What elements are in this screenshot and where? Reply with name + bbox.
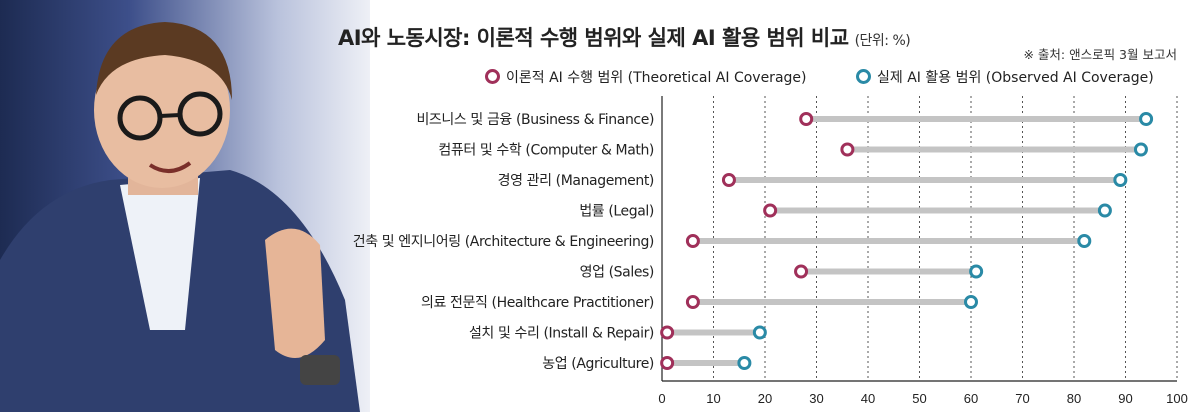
category-label: 경영 관리 (Management) <box>498 173 654 189</box>
unit-label: (단위: %) <box>854 33 911 49</box>
observed-point <box>737 356 752 370</box>
category-label: 영업 (Sales) <box>580 265 654 281</box>
chart-title: AI와 노동시장: 이론적 수행 범위와 실제 AI 활용 범위 비교 (단위: … <box>338 22 1198 52</box>
observed-point <box>1113 173 1128 187</box>
theoretical-point <box>840 142 855 157</box>
x-tick-label: 30 <box>809 391 823 406</box>
category-label: 의료 전문직 (Healthcare Practitioner) <box>421 295 654 311</box>
legend-observed: 실제 AI 활용 범위 (Observed AI Coverage) <box>856 67 1154 87</box>
observed-point <box>1097 203 1112 218</box>
observed-point <box>964 295 978 309</box>
legend-theoretical: 이론적 AI 수행 범위 (Theoretical AI Coverage) <box>485 67 806 87</box>
observed-point <box>752 325 767 340</box>
theoretical-point <box>763 203 778 218</box>
theoretical-point <box>685 295 700 309</box>
x-tick-label: 10 <box>706 391 720 406</box>
x-tick-label: 70 <box>1015 391 1029 406</box>
observed-point <box>1077 234 1092 248</box>
category-label: 농업 (Agriculture) <box>542 356 654 372</box>
observed-point <box>1133 142 1148 157</box>
theoretical-marker-icon <box>485 69 500 84</box>
x-tick-label: 60 <box>964 391 978 406</box>
category-label: 법률 (Legal) <box>579 204 654 220</box>
x-tick-label: 50 <box>912 391 926 406</box>
x-tick-label: 0 <box>658 391 665 406</box>
x-tick-label: 40 <box>861 391 875 406</box>
speaker-photo <box>0 0 370 412</box>
category-label: 설치 및 수리 (Install & Repair) <box>469 326 654 342</box>
observed-point <box>969 264 984 279</box>
theoretical-point <box>721 173 736 187</box>
legend-observed-label: 실제 AI 활용 범위 (Observed AI Coverage) <box>877 70 1154 86</box>
chart-title-text: AI와 노동시장: 이론적 수행 범위와 실제 AI 활용 범위 비교 <box>338 26 849 50</box>
x-tick-label: 20 <box>758 391 772 406</box>
observed-point <box>1139 112 1154 126</box>
source-note: ※ 출처: 앤스로픽 3월 보고서 <box>1023 47 1177 62</box>
observed-marker-icon <box>856 69 871 84</box>
category-label: 비즈니스 및 금융 (Business & Finance) <box>416 112 654 128</box>
theoretical-point <box>660 356 675 370</box>
x-tick-label: 80 <box>1067 391 1081 406</box>
legend-theoretical-label: 이론적 AI 수행 범위 (Theoretical AI Coverage) <box>506 70 807 86</box>
category-label: 컴퓨터 및 수학 (Computer & Math) <box>438 143 654 159</box>
x-tick-label: 100 <box>1166 391 1188 406</box>
theoretical-point <box>799 112 814 126</box>
category-label: 건축 및 엔지니어링 (Architecture & Engineering) <box>353 234 654 250</box>
theoretical-point <box>794 264 809 279</box>
x-tick-label: 90 <box>1118 391 1132 406</box>
theoretical-point <box>660 325 675 340</box>
theoretical-point <box>685 234 700 248</box>
